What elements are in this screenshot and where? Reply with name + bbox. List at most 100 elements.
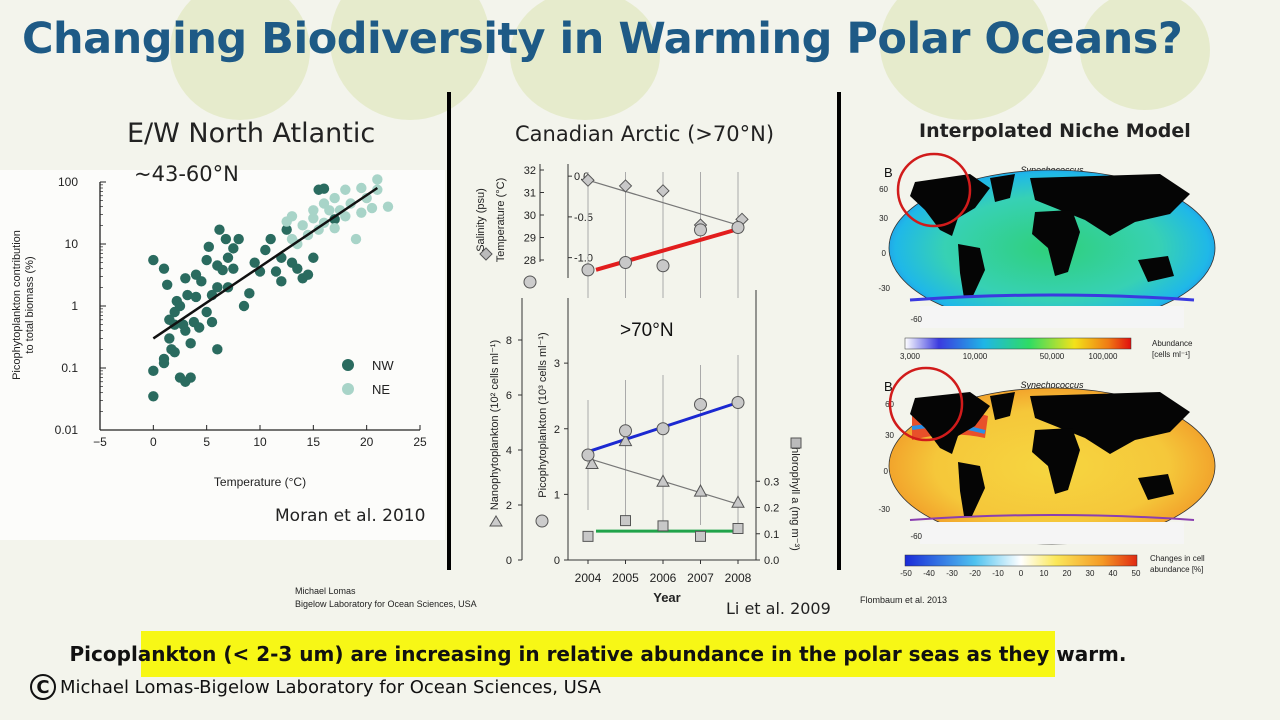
salinity-axis-label: Salinity (psu) — [475, 188, 487, 252]
scatter-xlabel: Temperature (°C) — [214, 475, 306, 489]
scatter-x-tick-label: −5 — [93, 435, 107, 449]
pico-point — [694, 397, 707, 411]
divider — [447, 92, 451, 570]
background-decoration — [880, 0, 1050, 120]
map2-cbar-label: abundance [%] — [1150, 565, 1203, 574]
map1-eurasia — [1030, 174, 1190, 236]
pico-legend-marker — [535, 514, 549, 528]
nano-point — [656, 474, 670, 487]
map2-cbar-tick: -30 — [946, 569, 958, 578]
left-panel-credit: Moran et al. 2010 — [275, 506, 426, 526]
scatter-ylabel: to total biomass (%) — [24, 256, 36, 353]
map1-cbar-tick: 50,000 — [1040, 352, 1065, 361]
chl-tick-label: 0.2 — [764, 503, 779, 515]
nw-point — [233, 233, 244, 245]
ne-point — [366, 202, 378, 214]
map2-highlight-circle — [888, 366, 964, 442]
map2-panel-label: B — [884, 379, 893, 394]
temp-tick-label: -0.5 — [574, 212, 593, 224]
map2-antarctica — [920, 522, 1184, 544]
nw-point — [201, 306, 212, 318]
map1-antarctica — [920, 306, 1184, 328]
nw-point — [318, 183, 330, 194]
nw-point — [148, 254, 159, 266]
pico-axis-label: Picophytoplankton (10³ cells ml⁻¹) — [537, 332, 549, 497]
scatter-x-tick-label: 25 — [413, 435, 427, 449]
map1-lat-tick: 0 — [882, 249, 887, 258]
chl-tick-label: 0.0 — [764, 555, 779, 567]
background-decoration — [170, 0, 310, 120]
nw-point — [249, 257, 260, 268]
salinity-tick-label: 32 — [524, 165, 536, 177]
ne-point — [308, 205, 319, 216]
nw-point — [185, 372, 196, 383]
salinity-point — [618, 179, 633, 193]
salinity-point — [581, 173, 595, 187]
nw-point — [162, 279, 173, 290]
ne-point — [329, 192, 340, 204]
temp-tick-label: -1.0 — [574, 253, 593, 265]
legend-marker-nw — [342, 359, 354, 371]
ne-point — [356, 207, 367, 218]
footer-text: Michael Lomas-Bigelow Laboratory for Oce… — [60, 676, 601, 698]
salinity-point — [656, 184, 670, 198]
nw-point — [190, 291, 202, 303]
ne-point — [297, 220, 308, 231]
chl-axis-label: Chlorophyll a (mg m⁻³) — [789, 439, 801, 551]
ne-point — [345, 198, 356, 209]
map2-species: Synechococcus — [1020, 380, 1084, 390]
scatter-x-tick-label: 20 — [360, 435, 374, 449]
map2-cbar-tick: 0 — [1019, 569, 1024, 578]
left-panel-title: E/W North Atlantic — [127, 118, 376, 149]
chl-legend-marker — [790, 437, 802, 449]
map2-cbar-tick: 20 — [1063, 569, 1072, 578]
temperature-point — [581, 263, 595, 277]
nw-point — [265, 233, 276, 245]
pico-tick-label: 0 — [554, 555, 560, 567]
map1-lat-tick: -30 — [878, 284, 890, 293]
scatter-x-tick-label: 5 — [203, 435, 210, 449]
ne-point — [372, 184, 383, 195]
scatter-x-tick-label: 0 — [150, 435, 157, 449]
caption-banner: Picoplankton (< 2-3 um) are increasing i… — [70, 631, 1127, 677]
legend-label-nw: NW — [372, 358, 394, 373]
nw-point — [212, 344, 223, 355]
pico-point — [581, 448, 595, 462]
nw-point — [180, 325, 191, 336]
pico-tick-label: 3 — [554, 358, 560, 370]
scatter-x-tick-label: 15 — [307, 435, 321, 449]
ne-point — [350, 233, 362, 245]
year-tick-label: 2005 — [612, 571, 639, 585]
map1-lat-tick: 60 — [879, 185, 888, 194]
map2-cbar-tick: -20 — [969, 569, 981, 578]
salinity-tick-label: 30 — [524, 210, 536, 222]
chl-point — [582, 530, 594, 542]
legend-marker-ne — [342, 383, 354, 395]
map2-north-america — [910, 392, 990, 454]
nw-point — [302, 269, 314, 280]
map2-cbar-tick: 40 — [1109, 569, 1118, 578]
nw-point — [206, 316, 218, 328]
ne-point — [286, 211, 298, 222]
nano-tick-label: 6 — [506, 390, 512, 402]
ne-point — [382, 201, 394, 212]
map2-lat-tick: 30 — [885, 431, 894, 440]
pico-point — [619, 424, 632, 438]
nano-tick-label: 2 — [506, 500, 512, 512]
nano-tick-label: 8 — [506, 335, 512, 347]
footer: C Michael Lomas-Bigelow Laboratory for O… — [30, 674, 601, 700]
map1-southern-band — [909, 293, 1195, 302]
nw-point — [220, 233, 232, 245]
nw-point — [164, 333, 175, 344]
chl-point — [695, 530, 706, 542]
map2-cbar-tick: 50 — [1132, 569, 1141, 578]
map1-africa — [1032, 210, 1080, 276]
ne-point — [324, 205, 335, 216]
legend-label-ne: NE — [372, 382, 390, 397]
middle-panel-title: Canadian Arctic (>70°N) — [515, 122, 775, 146]
map2-cbar-label: Changes in cell — [1150, 554, 1205, 563]
nw-point — [228, 243, 239, 254]
nw-point — [281, 224, 292, 235]
map2-southern-band — [909, 514, 1195, 521]
